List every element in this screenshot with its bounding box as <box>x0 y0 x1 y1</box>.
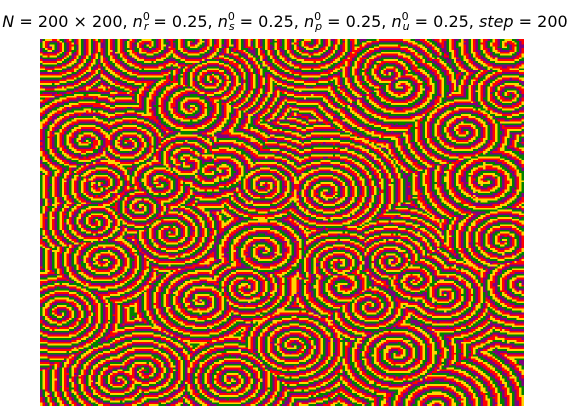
lattice-image <box>40 39 524 406</box>
chart-title: N = 200 × 200, n0 r = 0.25, n0 s = 0.25, n… <box>2 10 567 33</box>
lattice-heatmap <box>40 39 524 406</box>
